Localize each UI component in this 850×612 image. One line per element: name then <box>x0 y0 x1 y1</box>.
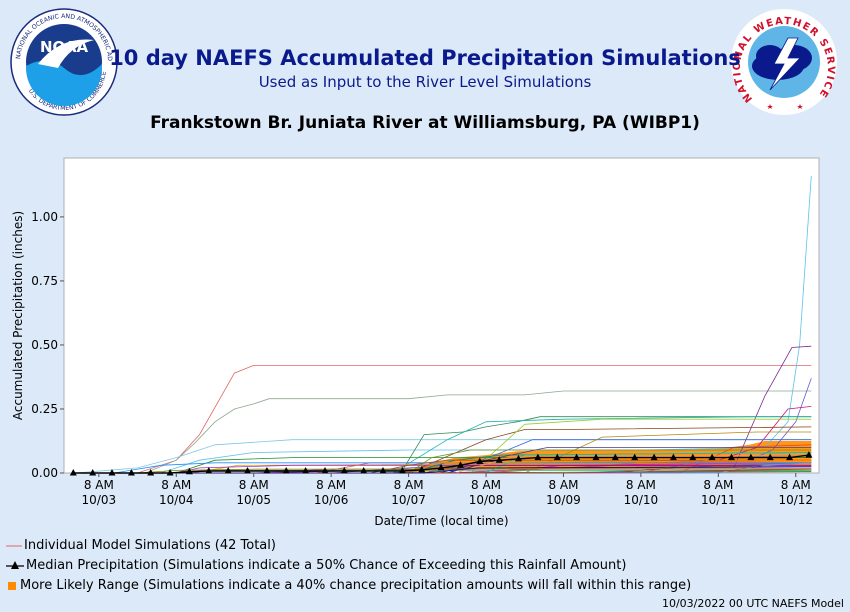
median-marker <box>185 467 193 475</box>
legend-individual-label: Individual Model Simulations (42 Total) <box>24 538 276 553</box>
median-marker <box>669 453 677 461</box>
legend-range-label: More Likely Range (Simulations indicate … <box>20 578 692 593</box>
median-marker <box>747 453 755 461</box>
median-marker <box>379 467 387 474</box>
page-title: 10 day NAEFS Accumulated Precipitation S… <box>109 46 741 70</box>
median-marker <box>437 463 445 471</box>
median-marker <box>108 469 116 476</box>
y-tick-label: 0.75 <box>31 274 58 288</box>
median-marker <box>224 467 232 474</box>
median-marker <box>340 467 348 474</box>
legend-median: Median Precipitation (Simulations indica… <box>6 558 626 573</box>
median-marker <box>592 453 600 461</box>
x-tick-label-time: 8 AM <box>548 478 578 492</box>
model-run-footer: 10/03/2022 00 UTC NAEFS Model <box>661 597 844 610</box>
median-marker <box>147 469 155 476</box>
legend-individual-swatch <box>6 545 22 546</box>
median-marker <box>418 465 426 473</box>
x-tick-label-date: 10/09 <box>546 493 581 507</box>
x-tick-label-date: 10/10 <box>624 493 659 507</box>
x-tick-label-time: 8 AM <box>781 478 811 492</box>
x-tick-label-date: 10/08 <box>469 493 504 507</box>
simulation-line <box>75 390 812 474</box>
median-marker <box>302 467 310 474</box>
x-tick-label-date: 10/07 <box>391 493 426 507</box>
median-marker <box>573 453 581 461</box>
median-marker <box>786 453 794 461</box>
x-tick-label-date: 10/12 <box>778 493 813 507</box>
page-subtitle: Used as Input to the River Level Simulat… <box>258 73 592 91</box>
x-tick-label-time: 8 AM <box>84 478 114 492</box>
x-tick-label-time: 8 AM <box>239 478 269 492</box>
median-marker <box>244 467 251 474</box>
noaa-logo-text: NOAA <box>40 38 89 56</box>
median-marker <box>689 453 697 461</box>
median-marker <box>127 469 135 476</box>
median-marker <box>321 467 329 474</box>
median-marker <box>476 457 484 464</box>
median-marker <box>708 453 716 461</box>
y-tick-label: 1.00 <box>31 210 58 224</box>
median-marker <box>534 453 542 461</box>
x-tick-label-time: 8 AM <box>471 478 501 492</box>
median-marker <box>360 467 368 474</box>
simulation-line <box>75 364 812 474</box>
x-tick-label-date: 10/03 <box>82 493 117 507</box>
median-marker <box>457 461 464 468</box>
median-marker <box>515 454 522 462</box>
legend-median-label: Median Precipitation (Simulations indica… <box>26 558 627 573</box>
median-marker <box>766 453 774 461</box>
legend-individual: Individual Model Simulations (42 Total) <box>6 538 276 553</box>
median-marker <box>205 467 213 474</box>
x-tick-label-time: 8 AM <box>626 478 656 492</box>
x-axis-label: Date/Time (local time) <box>374 514 508 528</box>
median-marker <box>495 456 503 463</box>
legend-range: More Likely Range (Simulations indicate … <box>6 578 691 593</box>
x-tick-label-date: 10/05 <box>236 493 271 507</box>
median-marker <box>166 469 174 476</box>
median-marker <box>728 453 735 461</box>
x-tick-label-date: 10/04 <box>159 493 194 507</box>
plot-area <box>63 157 820 474</box>
median-marker <box>69 469 77 476</box>
median-marker <box>398 467 406 474</box>
median-marker <box>89 469 97 476</box>
x-tick-label-date: 10/11 <box>701 493 736 507</box>
median-marker <box>282 467 290 474</box>
noaa-logo: NATIONAL OCEANIC AND ATMOSPHERIC ADMINIS… <box>8 6 118 116</box>
median-marker <box>263 467 271 474</box>
median-marker <box>611 453 619 461</box>
median-marker <box>631 453 639 461</box>
median-marker <box>650 453 658 461</box>
x-tick-label-time: 8 AM <box>394 478 424 492</box>
median-marker <box>553 453 561 461</box>
x-tick-label-time: 8 AM <box>703 478 733 492</box>
x-tick-label-date: 10/06 <box>314 493 349 507</box>
legend-range-swatch <box>8 581 16 590</box>
x-tick-label-time: 8 AM <box>161 478 191 492</box>
simulation-line <box>75 439 812 474</box>
x-tick-label-time: 8 AM <box>316 478 346 492</box>
median-marker <box>805 451 813 458</box>
y-tick-label: 0.50 <box>31 338 58 352</box>
y-axis-label: Accumulated Precipitation (inches) <box>11 211 25 420</box>
station-name: Frankstown Br. Juniata River at Williams… <box>150 113 700 133</box>
y-tick-label: 0.25 <box>31 402 58 416</box>
legend-median-swatch <box>6 560 24 569</box>
nws-logo: NATIONAL WEATHER SERVICE <box>731 9 837 115</box>
y-tick-label: 0.00 <box>31 466 58 480</box>
